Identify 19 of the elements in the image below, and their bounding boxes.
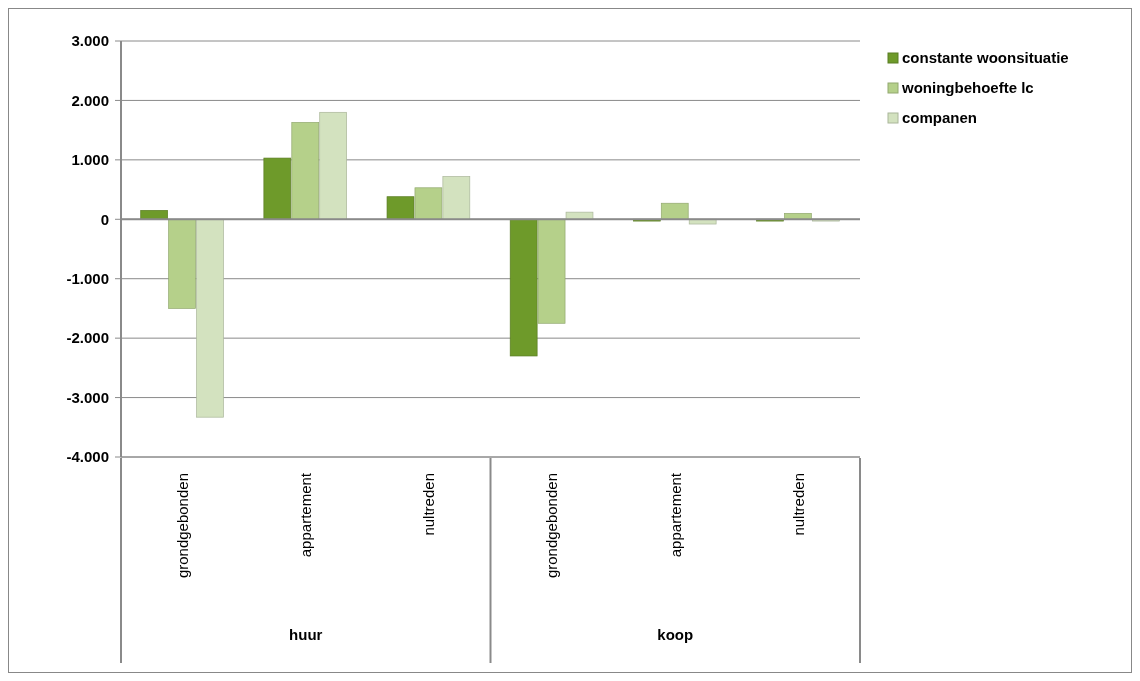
y-tick-label: 0 xyxy=(100,210,109,228)
x-tick-label: grondgebonden xyxy=(173,473,191,579)
legend-label: constante woonsituatie xyxy=(902,49,1069,67)
x-tick-label: appartement xyxy=(666,472,684,558)
y-tick-label: 3.000 xyxy=(71,32,109,50)
y-tick-label: 1.000 xyxy=(71,151,109,169)
x-tick-label: nultreden xyxy=(789,473,807,536)
y-tick-label: 2.000 xyxy=(71,91,109,109)
text: huur xyxy=(289,626,323,643)
legend-label: companen xyxy=(902,109,978,127)
y-tick-label: -2.000 xyxy=(66,329,109,347)
legend-label: woningbehoefte lc xyxy=(901,79,1034,97)
x-tick-label: nultreden xyxy=(420,473,438,536)
x-tick-label: grondgebonden xyxy=(543,473,561,579)
y-tick-label: -4.000 xyxy=(66,448,109,466)
text: koop xyxy=(657,626,694,643)
y-tick-label: -1.000 xyxy=(66,269,109,287)
x-tick-label: appartement xyxy=(297,472,314,558)
y-tick-label: -3.000 xyxy=(66,388,109,406)
